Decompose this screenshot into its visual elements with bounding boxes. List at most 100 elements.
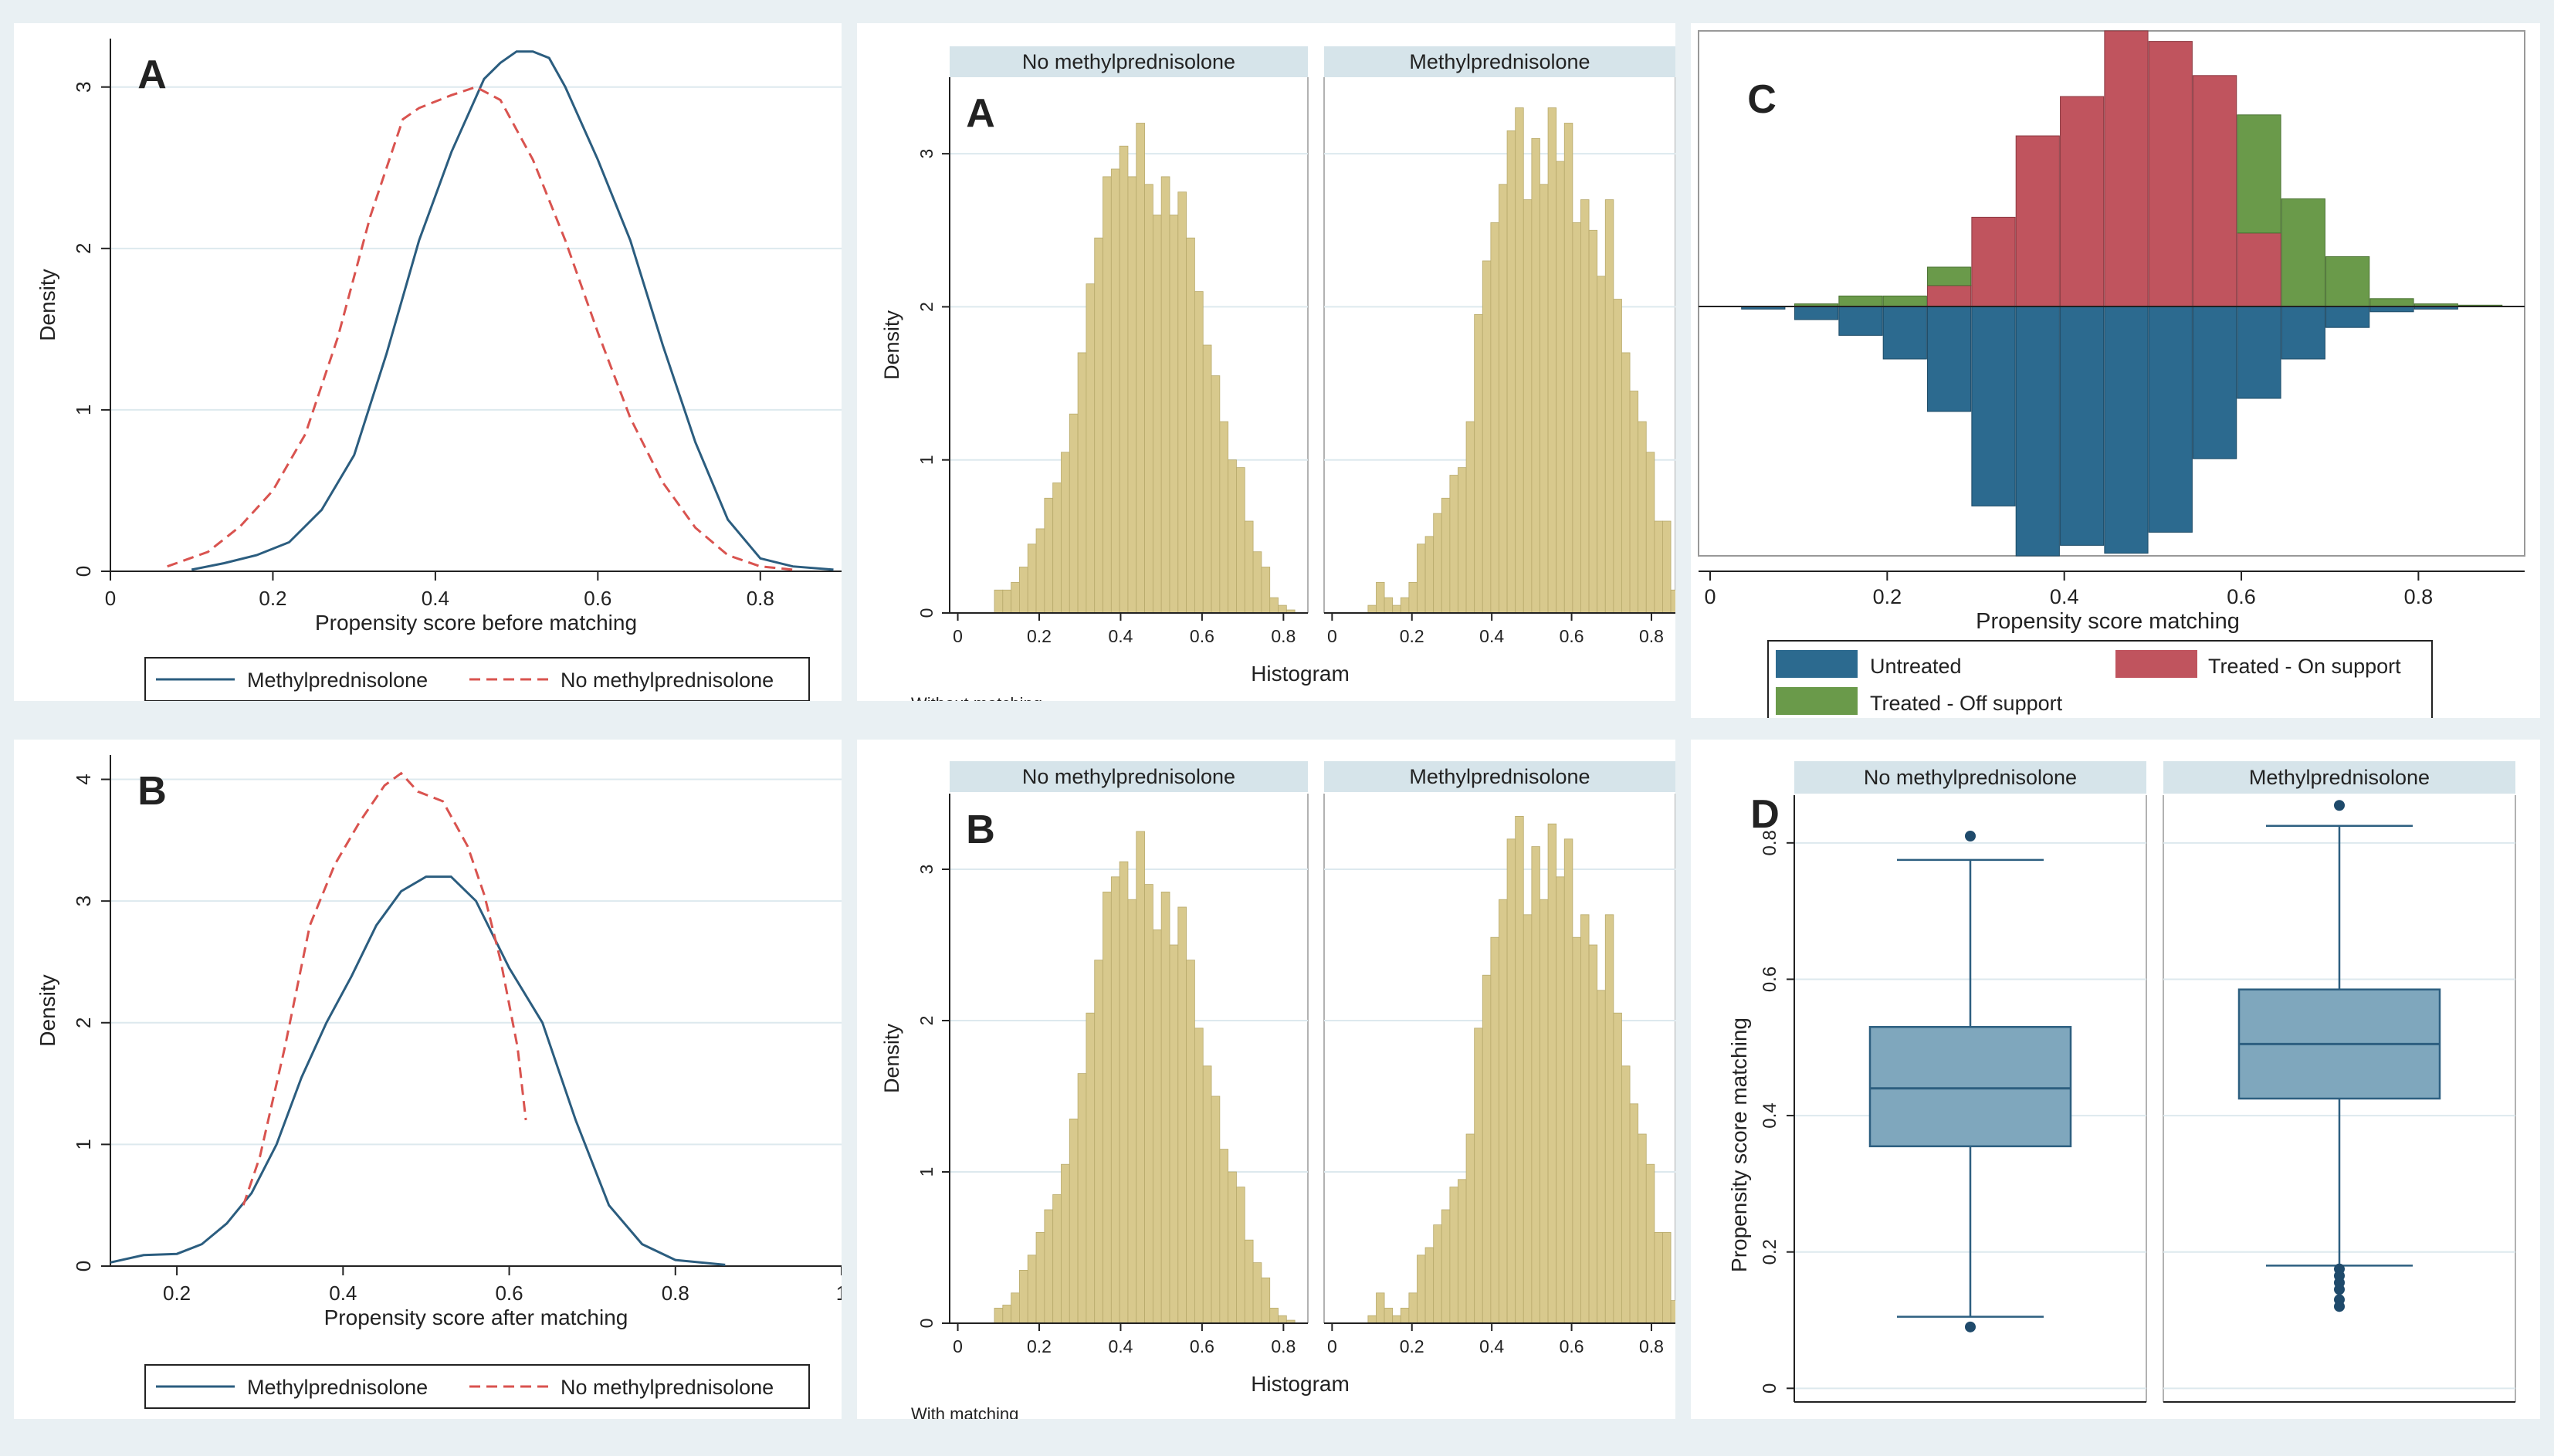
facet-strip bbox=[1324, 46, 1675, 77]
histogram-bar bbox=[1580, 199, 1590, 614]
untreated-bar bbox=[2148, 306, 2193, 533]
untreated-bar bbox=[2325, 306, 2370, 328]
density-before-matching-chart: 0 1 2 3 0 0.2 0.4 0.6 0.8 A Propensity score befor… bbox=[36, 39, 842, 701]
histogram-bar bbox=[1061, 452, 1070, 614]
x-tick-label: 0.8 bbox=[662, 1282, 689, 1305]
histogram-bar bbox=[1211, 375, 1221, 614]
histogram-bar bbox=[1613, 1012, 1622, 1324]
histogram-bar bbox=[1136, 123, 1145, 614]
y-tick-label: 0.8 bbox=[1760, 830, 1780, 855]
y-axis-label: Density bbox=[36, 974, 59, 1046]
outlier-point bbox=[1965, 830, 1976, 841]
histogram-bar bbox=[1169, 944, 1179, 1324]
histogram-bar bbox=[1069, 1118, 1079, 1324]
density-after-matching-chart: 0 1 2 3 4 0.2 0.4 0.6 0.8 1 B Propensity score afte… bbox=[36, 755, 842, 1409]
histogram-bar bbox=[1011, 581, 1020, 614]
histogram-bar bbox=[1261, 1277, 1271, 1324]
iqr-box bbox=[1868, 1026, 2072, 1148]
histogram-bar bbox=[1160, 176, 1170, 614]
histogram-bar bbox=[1376, 581, 1385, 614]
x-axis-label: Propensity score matching bbox=[1976, 609, 2240, 634]
untreated-bar bbox=[2015, 306, 2060, 557]
histogram-bar bbox=[1269, 597, 1279, 614]
histogram-bar bbox=[1110, 168, 1120, 614]
histogram-bar bbox=[1144, 884, 1153, 1324]
y-tick-label: 1 bbox=[916, 1167, 937, 1177]
histogram-bar bbox=[1540, 899, 1549, 1324]
x-tick-label: 0.8 bbox=[2404, 585, 2434, 608]
panel-b-histogram: No methylprednisolone 0 0.2 0.4 0.6 0.8 Methyl… bbox=[857, 740, 1675, 1419]
boxplot-chart: No methylprednisolone Methylprednisolone 0… bbox=[1727, 761, 2516, 1403]
histogram-bar bbox=[1035, 528, 1045, 614]
x-tick-label: 0.4 bbox=[2050, 585, 2079, 608]
mirror-histogram-chart: 0 0.2 0.4 0.6 0.8 C Propensity score matching U… bbox=[1698, 30, 2525, 718]
y-tick-label: 2 bbox=[916, 302, 937, 312]
y-tick-label: 3 bbox=[72, 81, 95, 92]
histogram-with-matching-chart: No methylprednisolone 0 0.2 0.4 0.6 0.8 Methyl… bbox=[880, 761, 1675, 1419]
panel-label: D bbox=[1750, 792, 1780, 837]
histogram-bar bbox=[1523, 914, 1533, 1324]
histogram-bar bbox=[1392, 604, 1401, 614]
histogram-bar bbox=[1236, 1187, 1245, 1324]
facet-strip bbox=[1794, 761, 2146, 794]
legend-label-no-methylprednisolone: No methylprednisolone bbox=[561, 669, 774, 692]
histogram-bar bbox=[1588, 229, 1598, 614]
histogram-bar bbox=[1136, 831, 1145, 1324]
untreated-bar bbox=[1794, 306, 1839, 320]
histogram-bar bbox=[1654, 1232, 1663, 1324]
histogram-bar bbox=[1278, 604, 1287, 614]
histogram-bar bbox=[1367, 604, 1377, 614]
histogram-bar bbox=[1094, 237, 1103, 614]
treated-on-support-bar bbox=[2193, 75, 2237, 307]
series-line-methylprednisolone bbox=[191, 50, 834, 571]
histogram-bar bbox=[1400, 1308, 1410, 1324]
y-tick-label: 3 bbox=[916, 149, 937, 159]
histogram-bar bbox=[1490, 936, 1499, 1324]
x-tick-label: 0 bbox=[105, 587, 116, 610]
histogram-bar bbox=[1069, 413, 1079, 614]
outlier-point bbox=[1965, 1321, 1976, 1332]
histogram-bar bbox=[1186, 960, 1195, 1324]
panel-a-density: 0 1 2 3 0 0.2 0.4 0.6 0.8 A Propensity score befor… bbox=[14, 23, 842, 701]
histogram-bar bbox=[1186, 237, 1195, 614]
treated-on-support-bar bbox=[2237, 232, 2281, 307]
histogram-bar bbox=[1002, 589, 1012, 614]
x-tick-label: 0.4 bbox=[1108, 626, 1133, 646]
histogram-bar bbox=[1269, 1308, 1279, 1324]
treated-on-support-bar bbox=[2015, 135, 2060, 307]
histogram-bar bbox=[1441, 1209, 1451, 1324]
untreated-bar bbox=[1927, 306, 1972, 412]
histogram-bar bbox=[1077, 352, 1087, 614]
histogram-bar bbox=[1252, 551, 1262, 614]
y-tick-label: 0 bbox=[72, 1261, 95, 1271]
histogram-bar bbox=[1103, 176, 1112, 614]
histogram-bar bbox=[1110, 876, 1120, 1324]
histogram-bar bbox=[1458, 467, 1467, 614]
histogram-bar bbox=[1384, 1308, 1394, 1324]
untreated-bar bbox=[1971, 306, 2016, 506]
histogram-bar bbox=[1202, 1065, 1212, 1324]
histogram-bar bbox=[1019, 567, 1028, 614]
treated-off-support-bar bbox=[1838, 295, 1883, 307]
y-tick-label: 0.4 bbox=[1760, 1102, 1780, 1128]
y-tick-label: 2 bbox=[916, 1016, 937, 1026]
panel-label: B bbox=[966, 808, 995, 852]
y-tick-label: 1 bbox=[72, 405, 95, 415]
x-tick-label: 0.4 bbox=[1479, 626, 1504, 646]
x-tick-label: 0 bbox=[1704, 585, 1716, 608]
x-tick-label: 1 bbox=[836, 1282, 842, 1305]
histogram-bar bbox=[1086, 1012, 1096, 1324]
histogram-bar bbox=[1152, 215, 1162, 614]
x-tick-label: 0.2 bbox=[1027, 1336, 1052, 1356]
y-tick-label: 0.2 bbox=[1760, 1239, 1780, 1265]
histogram-bar bbox=[1127, 176, 1137, 614]
untreated-bar bbox=[1838, 306, 1883, 336]
histogram-bar bbox=[1228, 1171, 1237, 1324]
histogram-bar bbox=[1490, 222, 1499, 614]
histogram-bar bbox=[1077, 1073, 1087, 1324]
histogram-bar bbox=[1531, 846, 1540, 1324]
histogram-bar bbox=[1645, 452, 1655, 614]
histogram-bar bbox=[1384, 597, 1394, 614]
histogram-bar bbox=[1474, 1028, 1483, 1324]
histogram-without-matching-chart: No methylprednisolone 0 0.2 0.4 0.6 0.8 Methyl… bbox=[880, 46, 1675, 701]
